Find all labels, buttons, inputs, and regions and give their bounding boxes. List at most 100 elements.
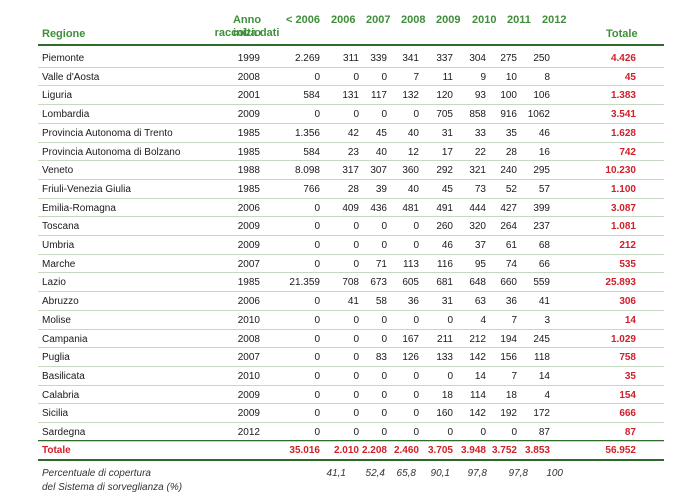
row-2007: 0 — [381, 389, 387, 401]
row-regione: Lombardia — [42, 109, 90, 121]
totals-pre2006: 35.016 — [289, 445, 320, 456]
row-2012: 8 — [544, 71, 550, 83]
row-pre2006: 0 — [314, 427, 320, 438]
totals-2010: 3.948 — [460, 445, 486, 456]
row-pre2006: 0 — [314, 352, 320, 364]
row-regione: Campania — [42, 333, 88, 345]
row-2008: 0 — [413, 240, 419, 251]
row-divider — [38, 85, 664, 87]
row-2009: 120 — [436, 90, 453, 102]
row-2008: 481 — [402, 202, 419, 214]
row-divider — [38, 122, 664, 124]
row-anno: 2009 — [237, 240, 260, 251]
header-regione: Regione — [42, 28, 86, 40]
row-divider — [38, 272, 664, 274]
row-2006: 0 — [353, 258, 359, 270]
row-2009: 681 — [436, 277, 453, 289]
row-2011: 427 — [500, 202, 517, 214]
row-pre2006: 584 — [303, 90, 320, 102]
row-divider — [38, 347, 664, 349]
row-2008: 40 — [407, 127, 419, 139]
row-2008: 605 — [402, 277, 419, 289]
header-rule — [38, 44, 664, 46]
row-2009: 46 — [441, 240, 453, 251]
row-totale: 10.230 — [605, 165, 636, 177]
row-2011: 264 — [500, 221, 517, 233]
row-pre2006: 0 — [314, 389, 320, 401]
row-totale: 14 — [624, 314, 636, 326]
header-2008: 2008 — [401, 14, 426, 26]
row-2008: 0 — [413, 389, 419, 401]
header-totale: Totale — [606, 28, 638, 40]
row-2010: 320 — [469, 221, 486, 233]
row-2011: 7 — [511, 314, 517, 326]
table-row: Veneto 1988 8.098 317 307 360 292 321 240 295 10.2… — [38, 161, 664, 180]
table-row: Marche 2007 0 0 71 113 116 95 74 66 535 — [38, 255, 664, 274]
row-2011: 100 — [500, 90, 517, 102]
row-2008: 0 — [413, 370, 419, 382]
row-2012: 46 — [538, 127, 550, 139]
coverage-footer: Percentuale di copertura del Sistema di … — [0, 467, 675, 497]
row-2010: 14 — [474, 370, 486, 382]
row-2010: 114 — [470, 389, 486, 401]
row-divider — [38, 422, 664, 423]
table-row: Puglia 2007 0 0 83 126 133 142 156 118 758 — [38, 348, 664, 367]
row-2006: 131 — [342, 90, 359, 102]
table-row: Sardegna 2012 0 0 0 0 0 0 0 87 87 — [38, 423, 664, 442]
row-2009: 18 — [441, 389, 453, 401]
row-2006: 0 — [353, 370, 359, 382]
row-2010: 4 — [480, 314, 486, 326]
coverage-2007: 52,4 — [365, 468, 385, 479]
row-anno: 1999 — [237, 53, 260, 64]
row-2009: 705 — [436, 109, 453, 121]
row-2010: 304 — [469, 53, 486, 64]
row-2009: 31 — [441, 127, 453, 139]
row-divider — [38, 309, 664, 311]
row-pre2006: 0 — [314, 202, 320, 214]
row-2006: 0 — [353, 221, 359, 233]
row-totale: 1.100 — [610, 183, 636, 195]
table-row: Liguria 2001 584 131 117 132 120 93 100 106 1.383 — [38, 86, 664, 105]
row-2010: 95 — [474, 258, 486, 270]
row-2006: 0 — [353, 314, 359, 326]
row-2009: 133 — [436, 352, 453, 364]
row-2007: 307 — [370, 165, 387, 177]
row-2008: 0 — [413, 109, 419, 121]
row-anno: 2009 — [237, 221, 260, 233]
row-2011: 61 — [505, 240, 517, 251]
totals-row: Totale 35.016 2.010 2.208 2.460 3.705 3.… — [38, 441, 664, 460]
row-pre2006: 0 — [314, 333, 320, 345]
row-2009: 31 — [441, 296, 453, 308]
row-2007: 0 — [381, 333, 387, 345]
row-pre2006: 0 — [314, 221, 320, 233]
row-anno: 2007 — [237, 352, 260, 364]
header-anno-line1: Anno inizio — [232, 14, 262, 39]
row-divider — [38, 216, 664, 218]
row-2007: 0 — [381, 221, 387, 233]
row-pre2006: 0 — [314, 240, 320, 251]
row-2010: 73 — [474, 183, 486, 195]
row-divider — [38, 235, 664, 236]
coverage-2012: 100 — [546, 468, 563, 479]
row-pre2006: 584 — [303, 146, 320, 158]
totals-label: Totale — [42, 445, 71, 456]
row-2008: 40 — [407, 183, 419, 195]
row-2007: 40 — [375, 146, 387, 158]
row-2012: 106 — [533, 90, 550, 102]
row-2010: 142 — [469, 352, 486, 364]
header-2009: 2009 — [436, 14, 461, 26]
row-2009: 0 — [447, 427, 453, 438]
row-2008: 167 — [402, 333, 419, 345]
row-divider — [38, 141, 664, 143]
row-2011: 240 — [500, 165, 517, 177]
row-anno: 2006 — [237, 296, 260, 308]
row-regione: Veneto — [42, 165, 74, 177]
row-divider — [38, 403, 664, 405]
row-pre2006: 0 — [314, 314, 320, 326]
row-2012: 1062 — [527, 109, 550, 121]
row-2010: 33 — [474, 127, 486, 139]
row-2012: 172 — [533, 408, 550, 420]
row-2009: 211 — [437, 333, 453, 345]
row-divider — [38, 197, 664, 199]
row-2010: 93 — [474, 90, 486, 102]
